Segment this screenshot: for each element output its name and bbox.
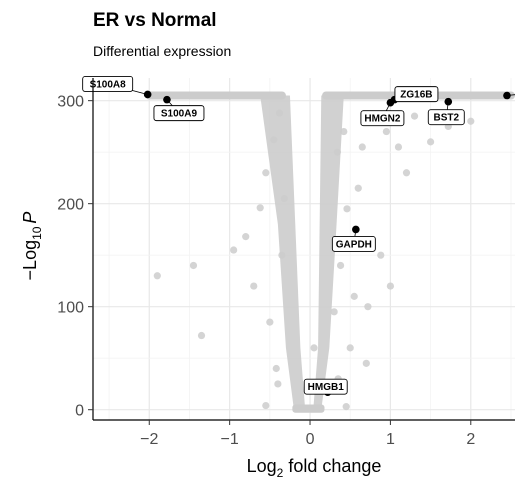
data-point — [354, 184, 362, 192]
data-point — [402, 169, 411, 177]
gene-label-hmgb1: HMGB1 — [308, 382, 345, 393]
x-tick-label: −2 — [140, 431, 158, 448]
data-point — [346, 344, 354, 352]
gene-label-hmgn2: HMGN2 — [364, 114, 401, 125]
data-point — [342, 403, 350, 411]
data-point — [386, 282, 395, 290]
data-point — [262, 169, 270, 177]
x-axis-ticks: −2 −1 0 1 2 — [140, 420, 475, 448]
data-point — [350, 292, 358, 300]
data-point — [189, 261, 198, 270]
x-axis-title: Log2 fold change — [247, 456, 382, 480]
left-arm-density — [260, 95, 306, 410]
data-point — [336, 261, 345, 270]
bottom-density — [292, 404, 325, 413]
gene-point-bst2 — [444, 97, 453, 106]
data-point — [230, 246, 238, 254]
left-saturated-band — [145, 91, 286, 100]
gene-label-box — [360, 110, 405, 127]
x-tick-label: 2 — [466, 431, 475, 448]
data-point — [410, 112, 419, 120]
x-tick-label: 0 — [306, 431, 315, 448]
gene-label-zg16b: ZG16B — [400, 90, 432, 101]
x-tick-label: −1 — [221, 431, 239, 448]
gene-labels: S100A8S100A9ZG16BHMGN2BST2H2AFJGAPDHHMGB… — [82, 76, 515, 395]
y-tick-label: 0 — [75, 403, 84, 420]
gene-label-box — [427, 109, 465, 126]
gene-label-box — [331, 235, 376, 252]
data-point — [250, 282, 258, 290]
data-point — [310, 344, 318, 352]
data-point — [467, 117, 475, 125]
data-point — [358, 143, 366, 151]
data-point — [330, 308, 338, 316]
data-point — [256, 204, 264, 212]
chart-title: ER vs Normal — [93, 10, 217, 31]
data-point — [242, 233, 250, 241]
data-point — [427, 138, 435, 146]
point-density-bands — [145, 91, 515, 413]
x-tick-label: 1 — [386, 431, 395, 448]
data-point — [364, 303, 372, 311]
data-point — [362, 359, 370, 367]
data-point — [266, 318, 274, 326]
gene-label-box — [82, 76, 134, 92]
gene-label-box — [394, 86, 439, 103]
gene-label-s100a9: S100A9 — [161, 109, 198, 120]
chart-subtitle: Differential expression — [93, 43, 231, 59]
y-tick-label: 100 — [57, 300, 84, 317]
gene-label-box — [303, 378, 348, 395]
gene-label-s100a8: S100A8 — [90, 79, 127, 90]
gene-label-gapdh: GAPDH — [336, 239, 372, 250]
y-axis-title: −Log10P — [20, 212, 44, 281]
y-axis-ticks: 0 100 200 300 — [57, 94, 93, 420]
gene-point-hmgn2 — [386, 98, 395, 107]
data-point — [262, 401, 270, 410]
y-tick-label: 200 — [57, 197, 84, 214]
right-arm-density — [313, 95, 344, 410]
data-point — [197, 331, 206, 340]
data-point — [272, 364, 280, 373]
data-point — [377, 251, 385, 259]
data-point — [340, 127, 348, 136]
gene-label-box — [153, 105, 205, 122]
data-point — [382, 127, 390, 136]
data-point — [394, 143, 403, 151]
y-tick-label: 300 — [57, 94, 84, 111]
data-point — [274, 380, 282, 388]
plot-panel — [93, 78, 515, 420]
grid-lines — [93, 78, 515, 420]
data-point — [153, 272, 161, 280]
gene-label-bst2: BST2 — [434, 113, 460, 124]
data-point — [343, 205, 351, 213]
